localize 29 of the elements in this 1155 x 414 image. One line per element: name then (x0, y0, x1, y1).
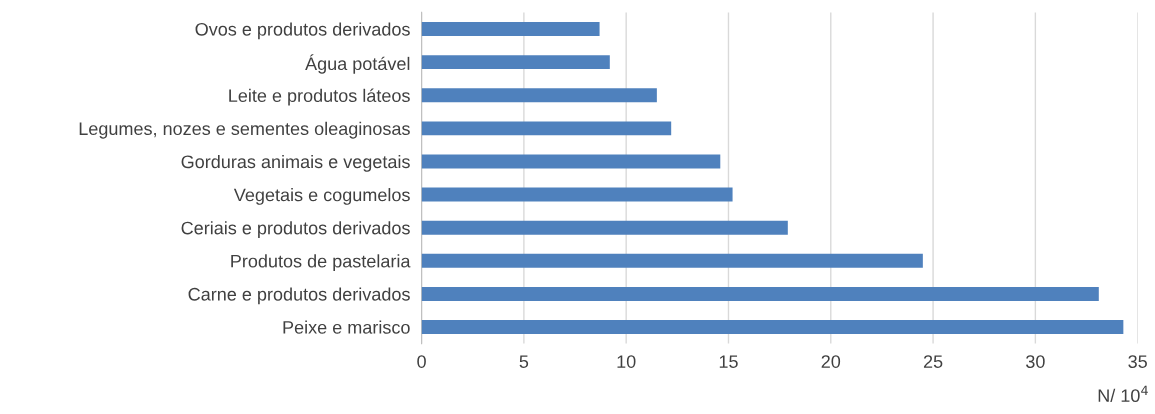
y-tick-label: Produtos de pastelaria (231, 254, 411, 272)
x-tick-label: 0 (417, 355, 426, 368)
y-tick-label: Carne e produtos derivados (188, 287, 410, 305)
bar (421, 320, 1124, 335)
bar (421, 88, 657, 103)
bar (421, 220, 788, 235)
bar (421, 187, 733, 202)
x-tick-label: 15 (719, 355, 738, 368)
x-tick-label: 30 (1026, 355, 1045, 368)
y-tick-label: Peixe e marisco (283, 320, 410, 334)
bar (421, 286, 1099, 301)
y-tick-label: Ovos e produtos derivados (195, 22, 410, 40)
y-tick-label: Água potável (305, 54, 410, 74)
x-axis-title: N/ 10$^{4}$ (1098, 385, 1148, 403)
x-tick-label: 5 (519, 355, 529, 368)
bar (421, 55, 610, 70)
bar (421, 253, 923, 268)
x-tick-label: 25 (923, 355, 943, 368)
bar (421, 22, 600, 36)
x-tick-label: 10 (617, 355, 636, 368)
x-tick-label: 35 (1128, 355, 1147, 368)
bar (421, 154, 721, 169)
y-tick-label: Vegetais e cogumelos (233, 188, 410, 205)
y-tick-label: Gorduras animais e vegetais (181, 154, 410, 172)
x-tick-label: 20 (821, 355, 841, 368)
bar (421, 121, 672, 136)
y-tick-label: Legumes, nozes e sementes oleaginosas (79, 121, 410, 139)
y-tick-label: Leite e produtos láteos (229, 88, 410, 106)
y-tick-label: Ceriais e produtos derivados (181, 221, 410, 238)
